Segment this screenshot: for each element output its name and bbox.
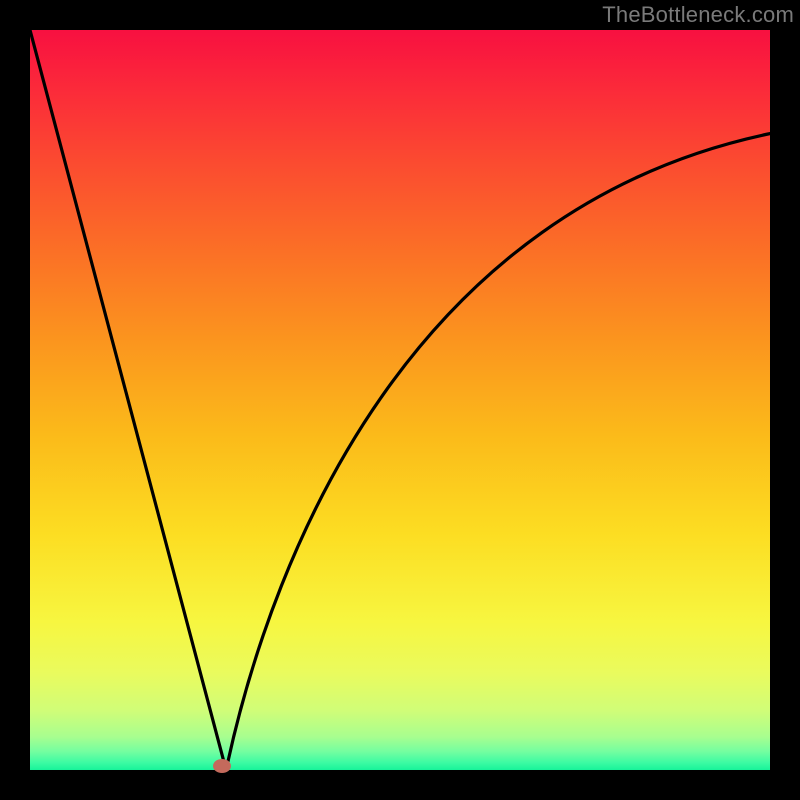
- plot-area: [30, 30, 770, 770]
- watermark-text: TheBottleneck.com: [602, 2, 794, 28]
- curve-layer: [30, 30, 770, 770]
- optimum-marker: [213, 759, 231, 773]
- chart-frame: TheBottleneck.com: [0, 0, 800, 800]
- bottleneck-curve: [30, 30, 770, 770]
